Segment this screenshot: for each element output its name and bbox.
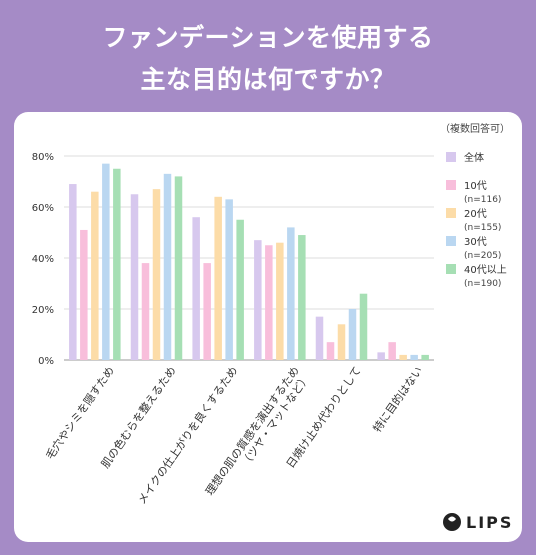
legend-label: 10代 [464,180,487,192]
bar [174,176,183,360]
legend-label: 40代以上 [464,264,507,276]
x-category-label: メイクの仕上がりを良くするため [134,364,240,507]
bar [410,354,418,360]
y-tick-label: 80% [32,152,54,163]
chart-card: （複数回答可） 0% 20% 40% 60% 80% 毛穴やシミを隠すため 肌の色むらを整… [14,112,522,542]
bar [287,227,295,360]
bar [163,173,172,360]
legend-label: 20代 [464,208,487,220]
legend-sample-size: (n=116) [464,195,501,205]
bar [102,163,110,360]
legend-sample-size: (n=205) [464,251,501,261]
bar [225,199,233,360]
x-category-label: 特に目的はない [370,364,426,435]
legend-swatch [446,152,456,162]
legend-swatch [446,236,456,246]
bar [359,293,368,360]
x-axis: 毛穴やシミを隠すため肌の色むらを整えるためメイクの仕上がりを良くするため理想の肌… [42,364,425,507]
legend-swatch [446,208,456,218]
bar [326,342,335,360]
legend-sample-size: (n=190) [464,279,501,289]
grid-lines [64,155,434,361]
bar [298,235,306,360]
bar [254,240,262,360]
bar-chart: （複数回答可） 0% 20% 40% 60% 80% 毛穴やシミを隠すため肌の色むらを整… [32,122,513,532]
bar [377,352,385,360]
bar [348,309,357,360]
bar [388,342,396,360]
bar [141,263,150,360]
bar [236,219,244,360]
legend-sample-size: (n=155) [464,223,501,233]
header: ファンデーションを使用する 主な目的は何ですか？ [0,0,536,110]
legend-label: 全体 [464,151,484,164]
legend: 全体 10代 (n=116) 20代 (n=155) 30代 (n=205) 40代以上 (n=… [446,151,507,289]
legend-swatch [446,264,456,274]
title-line-2: 主な目的は何ですか？ [140,65,396,94]
y-tick-label: 20% [32,305,54,316]
bars [69,163,429,360]
bar [315,316,324,360]
y-tick-label: 60% [32,203,54,214]
bar [265,245,273,360]
bar [80,229,88,360]
bar [152,189,161,360]
title-line-1: ファンデーションを使用する [102,23,434,52]
bar [192,217,200,360]
bar [399,354,407,360]
legend-label: 30代 [464,236,487,248]
lips-logo-icon [443,513,461,531]
y-tick-label: 40% [32,254,54,265]
bar [91,191,99,360]
y-axis: 0% 20% 40% 60% 80% [32,152,54,367]
bar [214,196,222,360]
lips-logo: LIPS [443,513,513,532]
y-tick-label: 0% [38,356,54,367]
bar [203,263,211,360]
bar [337,324,346,360]
bar [130,194,139,360]
legend-swatch [446,180,456,190]
multiple-answer-note: （複数回答可） [440,122,510,135]
bar [69,184,77,360]
bar [421,354,429,360]
x-category-label: 毛穴やシミを隠すため [42,364,117,462]
brand-label: LIPS [466,513,513,532]
bar [276,242,284,360]
bar [113,168,121,360]
